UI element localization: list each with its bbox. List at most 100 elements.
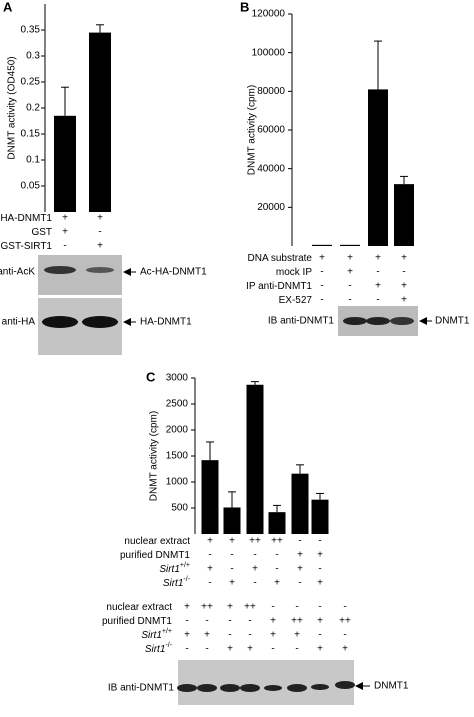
band-label: DNMT1 — [435, 316, 470, 327]
condition-sign: - — [376, 267, 379, 278]
condition-name: DNA substrate — [248, 253, 313, 264]
condition-sign: + — [401, 281, 407, 292]
condition-label: Sirt1-/- — [163, 576, 191, 589]
band — [390, 317, 414, 325]
condition-sign: - — [271, 602, 274, 613]
condition-sign: + — [317, 578, 323, 589]
condition-sign: ++ — [291, 616, 303, 627]
condition-sign: + — [401, 295, 407, 306]
condition-sign: - — [98, 227, 101, 238]
error-bar — [374, 40, 382, 90]
condition-label: Sirt1+/+ — [141, 628, 172, 641]
condition-sign: + — [375, 253, 381, 264]
condition-sign: - — [271, 644, 274, 655]
condition-sign: + — [347, 267, 353, 278]
y-axis-label: DNMT activity (cpm) — [247, 85, 258, 175]
error-bar — [61, 86, 69, 116]
condition-sign: + — [97, 213, 103, 224]
condition-sign: + — [347, 253, 353, 264]
y-tick-label: 0.25 — [21, 77, 41, 88]
condition-sign: - — [230, 564, 233, 575]
condition-name: nuclear extract — [124, 536, 190, 547]
condition-sign: ++ — [201, 602, 213, 613]
condition-label: DNA substrate — [248, 253, 313, 264]
condition-sign: - — [298, 578, 301, 589]
bar — [368, 89, 388, 247]
condition-sign: + — [297, 550, 303, 561]
condition-sign: + — [227, 602, 233, 613]
condition-sign: - — [348, 281, 351, 292]
band-label: HA-DNMT1 — [140, 317, 192, 328]
condition-sign: - — [228, 630, 231, 641]
condition-sup: -/- — [165, 642, 172, 649]
y-tick-label: 1500 — [166, 451, 189, 462]
condition-sign: - — [248, 630, 251, 641]
y-axis-label: DNMT activity (OD450) — [7, 56, 18, 159]
y-tick-label: 0.15 — [21, 129, 41, 140]
error-bar — [96, 24, 104, 33]
error-bar — [296, 464, 304, 474]
condition-sign: + — [207, 536, 213, 547]
condition-name: purified DNMT1 — [102, 616, 172, 627]
condition-sign: + — [229, 536, 235, 547]
error-bar — [206, 441, 214, 461]
condition-sign: + — [342, 644, 348, 655]
condition-sign: - — [205, 644, 208, 655]
condition-label: purified DNMT1 — [102, 616, 172, 627]
y-tick-label: 0.1 — [26, 155, 40, 166]
condition-sign: + — [270, 630, 276, 641]
y-tick-label: 0.05 — [21, 181, 41, 192]
condition-sign: - — [318, 536, 321, 547]
condition-sign: - — [343, 630, 346, 641]
y-tick-label: 60000 — [257, 125, 285, 136]
condition-name: EX-527 — [279, 295, 313, 306]
condition-sign: - — [298, 536, 301, 547]
condition-sign: + — [227, 644, 233, 655]
y-tick-label: 3000 — [166, 373, 189, 384]
bar — [89, 32, 111, 212]
condition-sign: - — [295, 644, 298, 655]
condition-sup: +/+ — [180, 562, 190, 569]
condition-label: IP anti-DNMT1 — [246, 281, 312, 292]
condition-label: HA-DNMT1 — [0, 213, 52, 224]
y-tick-label: 100000 — [252, 47, 286, 58]
condition-name: Sirt1 — [141, 630, 162, 641]
condition-label: purified DNMT1 — [120, 550, 190, 561]
y-axis-label: DNMT activity (cpm) — [149, 411, 160, 501]
condition-sign: - — [253, 578, 256, 589]
condition-sign: + — [184, 630, 190, 641]
condition-sign: + — [317, 644, 323, 655]
condition-label: nuclear extract — [106, 602, 172, 613]
y-tick-label: 0.3 — [26, 51, 40, 62]
condition-sign: + — [294, 630, 300, 641]
y-tick-label: 0.2 — [26, 103, 40, 114]
condition-sign: - — [318, 564, 321, 575]
bar — [54, 115, 76, 212]
blot — [38, 255, 122, 295]
condition-sign: - — [320, 295, 323, 306]
condition-sign: - — [318, 630, 321, 641]
band-label: DNMT1 — [374, 681, 409, 692]
y-tick-label: 1000 — [166, 477, 189, 488]
band — [343, 317, 367, 325]
bar — [311, 499, 329, 534]
bar — [201, 460, 219, 534]
y-tick-label: 2500 — [166, 399, 189, 410]
condition-sign: - — [295, 602, 298, 613]
y-tick-label: 120000 — [252, 9, 286, 20]
condition-sign: - — [228, 616, 231, 627]
condition-label: GST-SIRT1 — [1, 241, 53, 252]
condition-name: Sirt1 — [159, 564, 180, 575]
bands — [177, 681, 355, 692]
condition-name: purified DNMT1 — [120, 550, 190, 561]
condition-sign: + — [401, 253, 407, 264]
condition-sign: + — [62, 227, 68, 238]
condition-sign: + — [317, 616, 323, 627]
condition-sign: ++ — [249, 536, 261, 547]
condition-sign: - — [185, 616, 188, 627]
condition-sign: - — [208, 578, 211, 589]
condition-sign: - — [318, 602, 321, 613]
blot-label: IB anti-DNMT1 — [108, 683, 175, 694]
condition-sign: - — [402, 267, 405, 278]
